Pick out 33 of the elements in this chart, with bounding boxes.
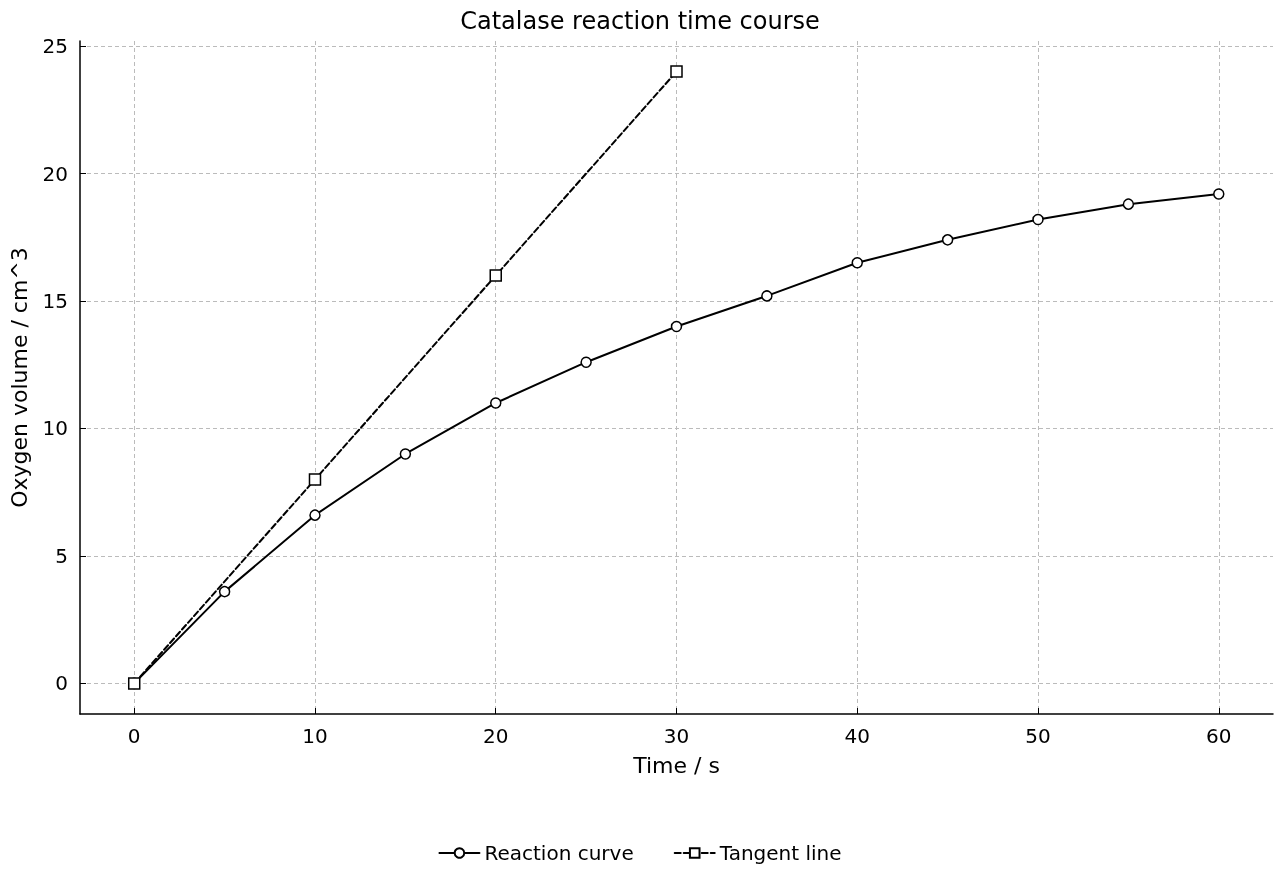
point (1032, 213, 1044, 226)
point (761, 290, 773, 302)
point (399, 448, 412, 460)
point (218, 585, 231, 598)
point (308, 473, 322, 486)
x-tick-label: 40 (844, 724, 870, 748)
point (489, 269, 502, 282)
x-axis-title: Time / s (632, 752, 720, 778)
point (851, 257, 864, 269)
point (1213, 188, 1225, 200)
y-tick-label: 5 (55, 543, 68, 568)
x-tick-label: 0 (127, 724, 141, 748)
y-tick-label: 25 (42, 34, 68, 59)
point (1122, 198, 1135, 210)
point (580, 356, 592, 368)
legend-label: Tangent line (718, 841, 842, 865)
y-tick-label: 20 (42, 161, 68, 186)
y-tick-label: 0 (55, 671, 68, 696)
y-axis-title: Oxygen volume / cm^3 (6, 247, 32, 508)
x-tick-label: 20 (483, 724, 509, 748)
point (670, 65, 683, 78)
point (670, 320, 683, 333)
x-tick-label: 10 (302, 724, 328, 748)
point (941, 234, 954, 246)
x-tick-label: 30 (663, 724, 690, 748)
chart-title: Catalase reaction time course (460, 7, 820, 35)
x-tick-label: 50 (1025, 724, 1051, 748)
y-tick-label: 15 (42, 289, 68, 314)
point (309, 509, 321, 521)
x-tick-label: 60 (1206, 724, 1232, 748)
legend-label: Reaction curve (484, 841, 634, 865)
point (490, 397, 502, 409)
y-tick-label: 10 (42, 416, 68, 441)
